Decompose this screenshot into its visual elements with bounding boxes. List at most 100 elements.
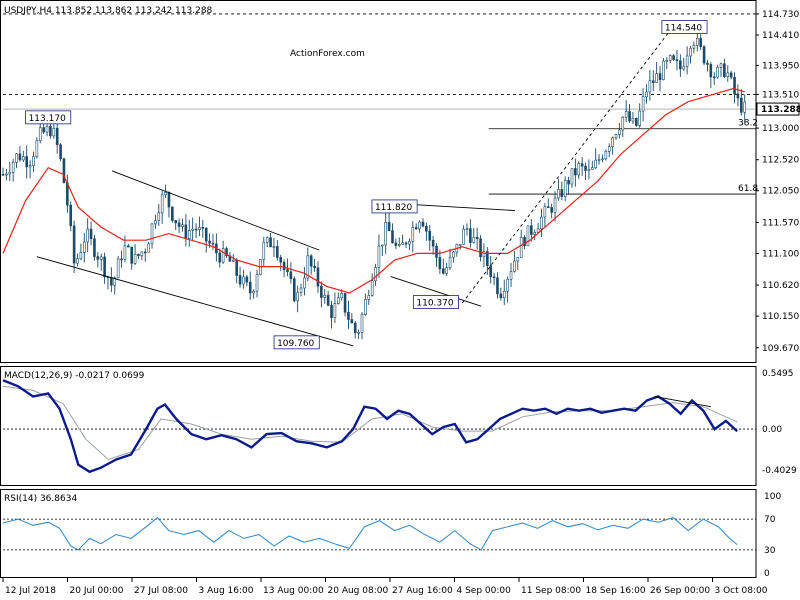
candle-body (381, 244, 384, 247)
candle-body (445, 267, 448, 274)
candle-body (265, 237, 269, 243)
candle-body (184, 224, 188, 239)
price-panel-header: USDJPY,H4 113.852 113.862 113.242 113.28… (4, 6, 213, 16)
candle-body (8, 172, 12, 175)
candle-body (276, 246, 279, 258)
candle-body (143, 251, 147, 254)
rsi-tick-label: 70 (764, 515, 776, 525)
candle-body (560, 189, 564, 197)
candle-body (299, 287, 303, 293)
candle-body (638, 110, 642, 126)
candle-body (55, 127, 59, 146)
candle-body (198, 227, 201, 230)
candle-body (204, 227, 208, 242)
candle-body (364, 299, 367, 315)
candle-body (709, 64, 713, 78)
candle-body (384, 222, 388, 246)
candle-body (15, 153, 18, 163)
candle-body (323, 294, 327, 298)
price-annotation-label: 109.760 (277, 339, 314, 349)
candle-body (32, 156, 35, 166)
panel-frame-rsi (0, 489, 757, 578)
candle-body (740, 97, 743, 113)
candle-body (171, 206, 174, 221)
candle-body (353, 322, 357, 334)
candle-body (218, 252, 222, 263)
candle-body (18, 153, 22, 161)
x-tick-label: 4 Sep 00:00 (457, 586, 512, 596)
candle-body (374, 267, 377, 282)
candle-body (509, 271, 513, 280)
candle-body (530, 225, 533, 235)
price-tick-label: 114.730 (762, 10, 799, 20)
price-annotation-label: 111.820 (375, 203, 412, 213)
candle-body (411, 227, 415, 242)
candle-body (69, 204, 73, 227)
candle-body (685, 55, 689, 67)
candle-body (706, 62, 709, 65)
candle-body (699, 38, 702, 47)
candle-body (604, 151, 608, 160)
price-annotation-label: 110.370 (416, 299, 453, 309)
x-tick-label: 3 Oct 08:00 (715, 586, 768, 596)
candle-body (221, 248, 225, 263)
candle-body (553, 197, 557, 213)
candle-body (645, 91, 648, 98)
x-tick-label: 27 Jul 08:00 (134, 586, 188, 596)
x-tick-label: 20 Aug 08:00 (328, 586, 389, 596)
candle-body (675, 59, 679, 62)
candle-body (624, 111, 628, 118)
candle-body (543, 206, 547, 218)
candle-body (35, 140, 39, 157)
price-tick-label: 112.050 (762, 187, 799, 197)
price-tick-label: 113.000 (762, 124, 799, 134)
x-tick-label: 18 Sep 16:00 (586, 586, 646, 596)
fibonacci-label: 38.2 (738, 119, 758, 129)
candle-body (99, 256, 103, 260)
candle-body (103, 256, 106, 278)
candle-body (536, 228, 540, 233)
candle-body (482, 251, 486, 258)
price-annotation-box (371, 199, 418, 214)
price-tick-label: 111.570 (762, 218, 799, 228)
trendline (390, 276, 482, 307)
candle-body (232, 259, 235, 262)
candle-body (377, 245, 381, 268)
candle-body (59, 144, 62, 159)
candle-body (140, 251, 144, 257)
candle-body (150, 223, 154, 245)
candle-body (502, 290, 506, 299)
candle-body (72, 225, 76, 264)
fibonacci-label: 61.8 (738, 184, 758, 194)
candle-body (194, 228, 198, 231)
candle-body (655, 73, 658, 83)
price-annotation-box (25, 110, 72, 125)
candle-body (435, 245, 438, 258)
candle-body (120, 258, 123, 261)
candle-body (513, 260, 516, 272)
candle-body (533, 232, 537, 235)
price-tick-label: 110.620 (762, 281, 799, 291)
price-annotation-label: 114.540 (665, 23, 702, 33)
candle-body (716, 67, 719, 78)
candle-body (401, 242, 404, 245)
candle-body (286, 269, 289, 273)
candle-body (343, 293, 347, 313)
candle-body (425, 225, 428, 232)
candle-body (96, 256, 100, 260)
candle-body (682, 66, 686, 70)
candle-body (597, 159, 601, 161)
candle-body (651, 80, 655, 83)
price-tick-label: 110.150 (762, 312, 799, 322)
candle-body (421, 221, 425, 227)
candle-body (245, 276, 249, 283)
candle-body (486, 251, 489, 266)
candle-body (668, 55, 672, 61)
candle-body (340, 293, 343, 299)
candle-body (248, 281, 252, 294)
candle-body (177, 222, 181, 227)
rsi-tick-label: 0 (764, 569, 770, 579)
candle-body (306, 255, 310, 279)
rsi-line (2, 516, 738, 551)
